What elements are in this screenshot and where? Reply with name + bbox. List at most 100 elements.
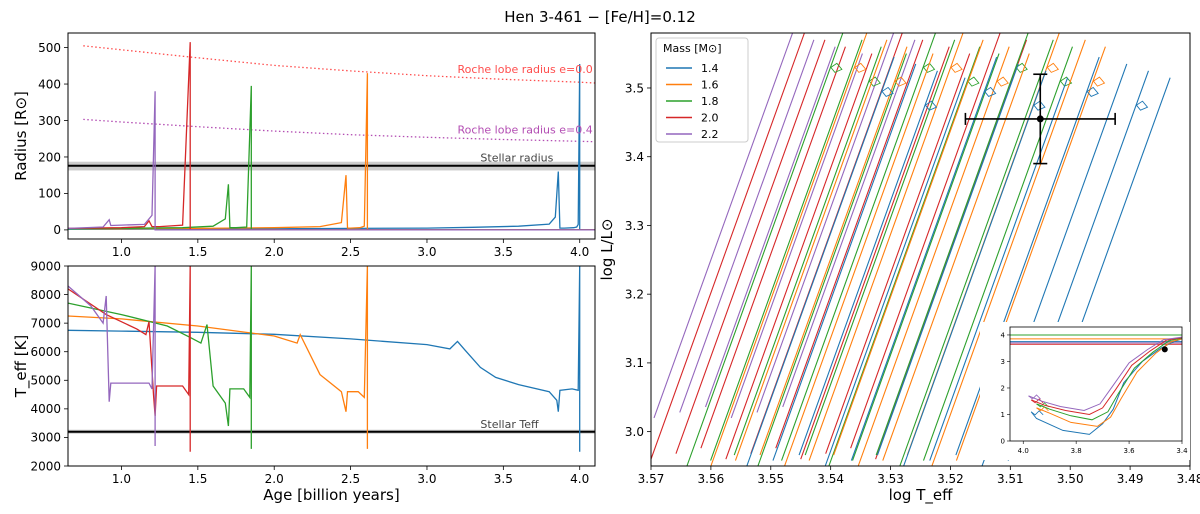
hr-track-1.4 — [850, 56, 998, 461]
y-tick-label: 2000 — [30, 459, 61, 473]
axes-frame — [67, 32, 596, 240]
inset-y-tick-label: 2 — [1001, 384, 1005, 392]
x-tick-label: 3.48 — [1177, 472, 1200, 486]
hr-loop-1.4 — [881, 86, 894, 97]
hr-loop-1.6 — [1046, 62, 1060, 73]
hr-track-1.6 — [784, 53, 934, 466]
hr-track-1.6 — [759, 46, 908, 456]
y-tick-label: 3.0 — [625, 425, 644, 439]
x-tick-label: 2.5 — [341, 245, 360, 259]
inset-loop-1.6 — [1036, 406, 1049, 412]
hr-track-1.8 — [686, 33, 844, 466]
y-tick-label: 500 — [38, 41, 61, 55]
x-tick-label: 3.50 — [1057, 472, 1084, 486]
hr-track-2.0 — [775, 39, 924, 449]
hr-track-1.4 — [876, 63, 1019, 456]
radius-vs-age-chart: Roche lobe radius e=0.0 Roche lobe radius… — [12, 32, 596, 259]
inset-y-tick-label: 3 — [1001, 358, 1005, 366]
x-tick-label: 3.56 — [698, 472, 725, 486]
inset-y-tick-label: 0 — [1001, 438, 1005, 446]
hr-loop-1.4 — [924, 100, 938, 111]
y-axis-label: T_eff [K] — [12, 335, 31, 399]
plot-area — [68, 266, 595, 452]
x-tick-label: 4.0 — [570, 245, 589, 259]
axes-frame — [650, 32, 1191, 467]
inset-y-tick-label: 1 — [1001, 411, 1005, 419]
hr-loop-1.8 — [922, 62, 936, 73]
teff-track-2.2 — [68, 266, 156, 446]
hr-track-1.8 — [710, 39, 863, 461]
hr-track-2.2 — [653, 33, 794, 419]
y-tick-label: 5000 — [30, 374, 61, 388]
y-tick-label: 300 — [38, 114, 61, 128]
teff-track-2.0 — [68, 266, 191, 452]
plot-area — [651, 33, 1171, 466]
hr-track-2.2 — [679, 39, 815, 413]
x-tick-label: 3.51 — [997, 472, 1024, 486]
hr-track-1.4 — [798, 70, 938, 456]
hr-track-1.6 — [857, 46, 1010, 466]
y-axis-label: Radius [R⊙] — [12, 91, 30, 181]
x-tick-label: 1.0 — [112, 472, 131, 486]
legend-label: 1.4 — [701, 62, 719, 75]
inset-track-2.0 — [1031, 337, 1182, 416]
hr-track-2.0 — [700, 46, 846, 449]
hr-track-1.4 — [772, 63, 917, 461]
hr-loop-1.8 — [1015, 62, 1028, 73]
hr-track-2.2 — [782, 39, 916, 408]
hr-track-1.8 — [899, 39, 1054, 466]
x-tick-label: 3.49 — [1117, 472, 1144, 486]
hr-track-1.8 — [757, 53, 907, 466]
hr-loop-1.4 — [1135, 100, 1149, 111]
y-tick-label: 6000 — [30, 345, 61, 359]
hr-loop-1.4 — [1033, 100, 1046, 111]
teff-track-1.8 — [68, 266, 252, 449]
x-tick-label: 3.0 — [417, 472, 436, 486]
radius-track-1.6 — [68, 73, 595, 231]
hr-loop-1.6 — [1092, 76, 1106, 87]
y-tick-label: 200 — [38, 150, 61, 164]
hr-loop-1.8 — [967, 76, 980, 87]
annotation: Roche lobe radius e=0.0 — [458, 63, 593, 76]
hr-track-1.8 — [828, 46, 981, 466]
inset-track-2.2 — [1028, 336, 1182, 412]
hr-track-1.8 — [781, 33, 937, 461]
y-tick-label: 100 — [38, 187, 61, 201]
inset-target-point — [1161, 346, 1168, 353]
x-tick-label: 3.5 — [494, 472, 513, 486]
figure-title: Hen 3-461 − [Fe/H]=0.12 — [504, 8, 696, 26]
teff-track-1.4 — [68, 266, 581, 452]
x-tick-label: 2.0 — [265, 472, 284, 486]
hr-loop-1.4 — [1086, 86, 1099, 97]
hr-track-2.0 — [825, 53, 971, 454]
hr-track-1.4 — [903, 70, 1047, 466]
hr-track-2.2 — [756, 33, 895, 413]
hr-loop-1.4 — [983, 86, 997, 97]
x-tick-label: 3.53 — [877, 472, 904, 486]
inset-frame — [1009, 326, 1183, 442]
inset-loop-1.4 — [1030, 410, 1044, 416]
y-tick-label: 3.3 — [625, 219, 644, 233]
annotation: Roche lobe radius e=0.4 — [458, 123, 593, 136]
x-tick-label: 2.5 — [341, 472, 360, 486]
x-tick-label: 1.5 — [188, 245, 207, 259]
hr-diagram-chart: 3.57 3.56 3.55 3.54 3.53 3.52 3.51 3.50 3.49 3.48… — [598, 32, 1200, 505]
x-tick-label: 3.52 — [937, 472, 964, 486]
hr-track-1.6 — [931, 39, 1086, 466]
annotation: Stellar radius — [480, 151, 553, 164]
hr-track-1.4 — [824, 77, 966, 466]
legend-label: 1.6 — [701, 79, 719, 92]
hr-track-1.6 — [833, 39, 984, 456]
x-tick-label: 1.0 — [112, 245, 131, 259]
annotation: Stellar Teff — [480, 418, 539, 431]
y-tick-label: 4000 — [30, 402, 61, 416]
hr-track-2.0 — [675, 39, 826, 454]
inset-x-tick-label: 3.8 — [1071, 447, 1082, 455]
hr-track-1.6 — [808, 33, 964, 461]
legend-label: 2.2 — [701, 128, 719, 141]
inset-track-1.8 — [1036, 337, 1182, 421]
x-axis-label: log T_eff — [889, 486, 954, 505]
axes-frame — [67, 265, 596, 467]
hr-track-1.8 — [804, 39, 956, 456]
